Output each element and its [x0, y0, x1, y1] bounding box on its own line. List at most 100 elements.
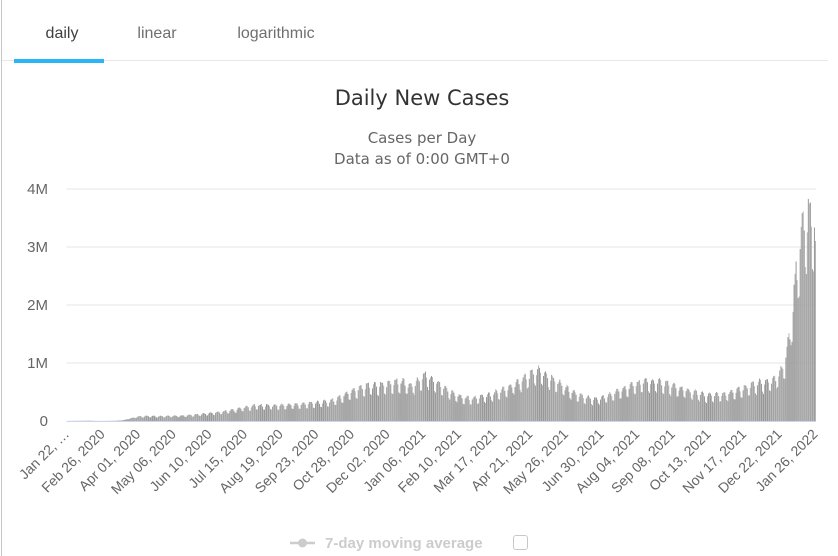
- bar: [188, 414, 190, 421]
- bar: [507, 390, 509, 421]
- bar: [756, 385, 758, 421]
- bar: [802, 211, 804, 421]
- bar: [503, 386, 505, 421]
- bar: [139, 416, 141, 421]
- bar: [532, 374, 534, 421]
- bar: [252, 404, 254, 421]
- chart-title: Daily New Cases: [334, 86, 510, 110]
- tab-logarithmic[interactable]: logarithmic: [210, 0, 342, 60]
- bar: [533, 383, 535, 421]
- bar: [449, 399, 451, 421]
- legend-label: 7-day moving average: [325, 534, 483, 552]
- bar: [672, 384, 674, 421]
- bar: [686, 388, 688, 421]
- bar: [505, 396, 507, 421]
- bar: [776, 388, 778, 421]
- bar: [612, 400, 614, 421]
- bar: [697, 399, 699, 421]
- bar: [457, 396, 459, 421]
- bar: [237, 408, 239, 421]
- bar: [479, 395, 481, 421]
- bar: [572, 390, 574, 421]
- bar: [151, 416, 152, 421]
- bar: [638, 380, 640, 421]
- bar: [784, 378, 786, 421]
- bar: [693, 390, 695, 421]
- bar: [460, 394, 462, 421]
- bar: [698, 401, 700, 421]
- bar: [176, 416, 178, 421]
- bar: [439, 381, 441, 421]
- bar: [416, 377, 418, 421]
- bar: [229, 410, 231, 421]
- bar: [477, 403, 479, 421]
- bar: [555, 391, 557, 421]
- bar: [567, 386, 569, 421]
- bar: [763, 393, 764, 421]
- bar: [537, 365, 539, 421]
- bar: [622, 388, 624, 421]
- bar: [448, 398, 450, 421]
- bar: [318, 401, 319, 421]
- bar: [627, 397, 629, 421]
- bar: [626, 396, 628, 421]
- bar: [347, 393, 349, 421]
- bar: [473, 396, 475, 421]
- bar: [512, 392, 514, 421]
- bar: [646, 382, 648, 421]
- bar: [438, 380, 440, 421]
- bar: [130, 418, 132, 421]
- bar: [190, 415, 192, 421]
- bar: [573, 389, 575, 421]
- tab-daily[interactable]: daily: [14, 0, 104, 60]
- bar: [184, 416, 186, 421]
- bar: [374, 381, 375, 421]
- bar: [379, 386, 381, 421]
- bar: [514, 387, 516, 421]
- bar: [804, 267, 806, 421]
- bar: [576, 401, 578, 421]
- bar: [754, 393, 756, 421]
- bar: [423, 373, 425, 421]
- bar: [426, 386, 428, 421]
- bar: [639, 384, 641, 421]
- tab-daily-label: daily: [45, 24, 79, 42]
- bar: [623, 386, 625, 421]
- bar: [182, 415, 184, 421]
- bar: [770, 391, 772, 421]
- bar: [542, 385, 543, 421]
- bar: [317, 400, 318, 421]
- bar: [797, 298, 799, 421]
- bar: [168, 415, 170, 421]
- bar: [330, 399, 332, 421]
- bar: [120, 420, 122, 421]
- bar: [657, 383, 659, 421]
- bar: [406, 393, 408, 421]
- bar: [664, 386, 666, 421]
- bar: [399, 393, 401, 421]
- bar: [462, 403, 464, 421]
- bar: [471, 399, 473, 421]
- bar: [249, 410, 251, 421]
- tab-linear[interactable]: linear: [104, 0, 210, 60]
- bar: [599, 404, 600, 421]
- bar: [404, 385, 406, 421]
- bar: [192, 416, 194, 421]
- bar: [528, 378, 530, 421]
- bar: [729, 392, 731, 421]
- bar: [312, 407, 314, 421]
- bar: [234, 412, 236, 421]
- bar: [440, 387, 442, 421]
- bar: [256, 409, 258, 421]
- bar: [196, 413, 198, 421]
- bar: [681, 386, 683, 421]
- bar: [146, 415, 148, 421]
- bar: [307, 404, 309, 421]
- legend-item-7day-average[interactable]: 7-day moving average: [289, 533, 483, 553]
- legend-checkbox[interactable]: [513, 535, 528, 550]
- bar: [144, 415, 146, 421]
- bar: [177, 417, 179, 421]
- bar: [596, 397, 597, 421]
- y-axis-label: 1M: [27, 355, 48, 372]
